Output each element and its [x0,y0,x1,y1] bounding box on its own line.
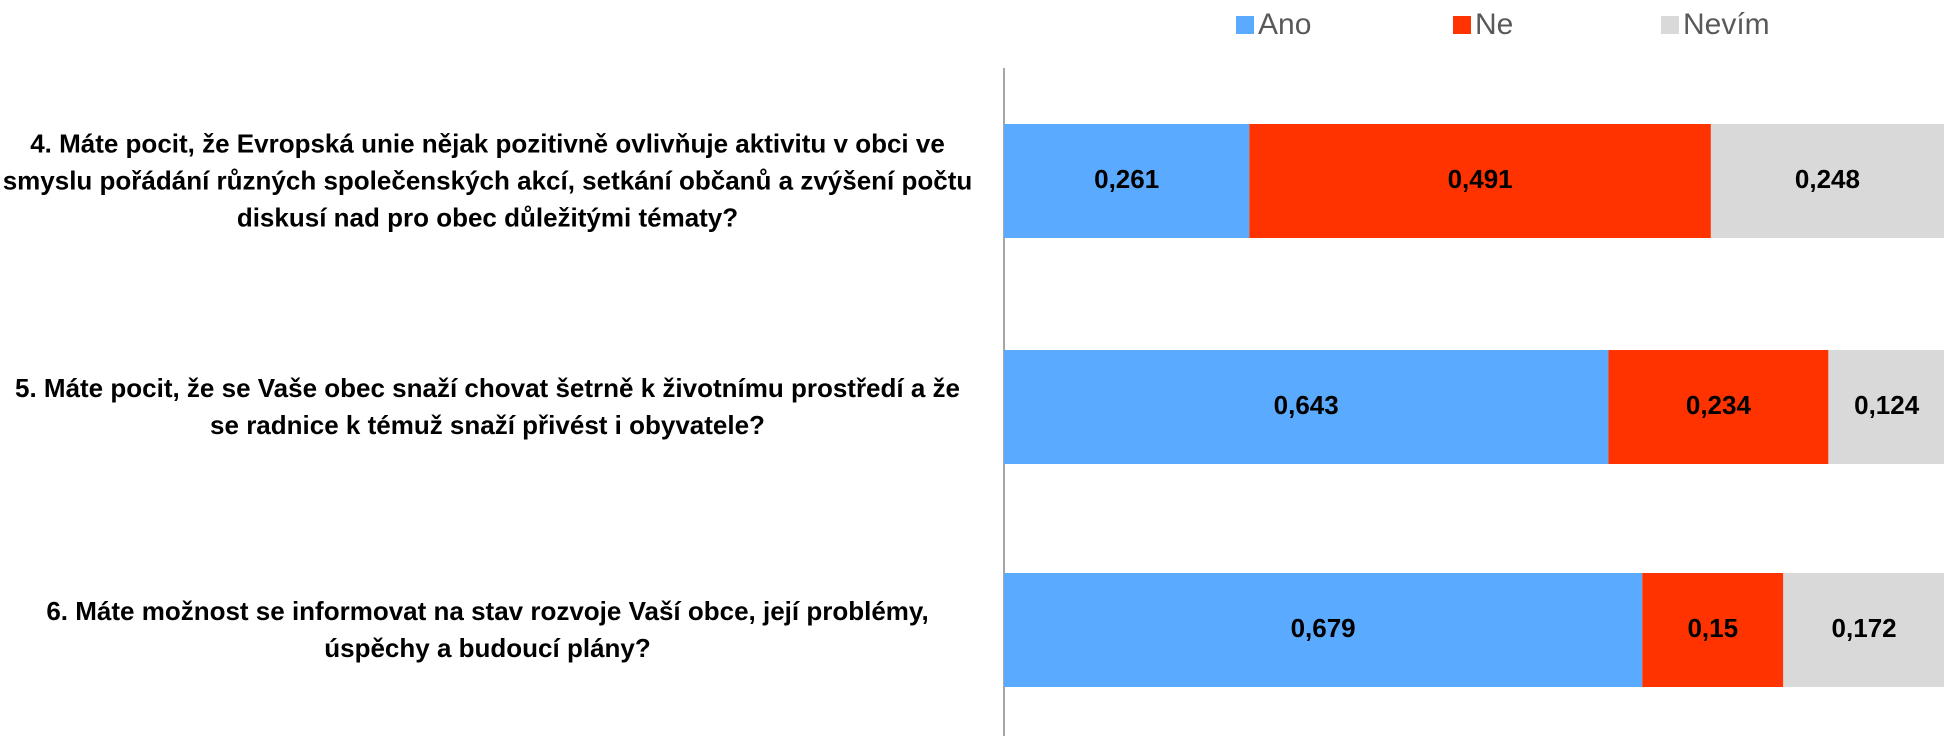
data-label: 0,172 [1832,613,1897,643]
bar-segment [1710,124,1944,238]
legend-label: Ne [1475,8,1513,41]
bar-segment [1828,350,1944,464]
data-label: 0,491 [1448,164,1513,194]
bar-segment [1004,350,1609,464]
category-label-box: 4. Máte pocit, že Evropská unie nějak po… [0,126,975,237]
data-label: 0,124 [1854,390,1920,420]
bar-segment [1608,350,1829,464]
data-label: 0,643 [1274,390,1339,420]
legend-label: Nevím [1683,8,1770,41]
data-label: 0,15 [1687,613,1738,643]
legend-swatch [1661,16,1679,34]
data-label: 0,248 [1795,164,1860,194]
bar-segment [1004,124,1250,238]
legend-label: Ano [1258,8,1311,41]
data-label: 0,234 [1686,390,1752,420]
bar-segment [1249,124,1711,238]
category-label-box: 5. Máte pocit, že se Vaše obec snaží cho… [0,370,975,444]
bar-segment [1642,573,1784,687]
category-label: 5. Máte pocit, že se Vaše obec snaží cho… [15,373,960,440]
category-label: 6. Máte možnost se informovat na stav ro… [46,596,929,663]
legend-swatch [1453,16,1471,34]
legend-swatch [1236,16,1254,34]
bar-segment [1004,573,1643,687]
data-label: 0,679 [1291,613,1356,643]
data-label: 0,261 [1094,164,1159,194]
bar-segment [1783,573,1944,687]
category-label: 4. Máte pocit, že Evropská unie nějak po… [2,128,973,233]
category-label-box: 6. Máte možnost se informovat na stav ro… [0,593,975,667]
